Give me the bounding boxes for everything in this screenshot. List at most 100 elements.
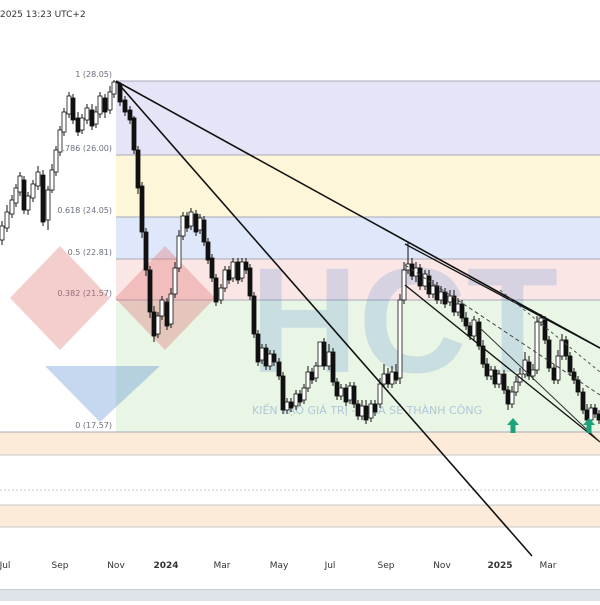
candle-body (218, 287, 224, 301)
candle-body (509, 391, 515, 405)
candle-body (139, 185, 145, 233)
candle-body (61, 111, 67, 133)
candle (575, 376, 581, 396)
candle-body (326, 351, 332, 367)
candle-body (127, 109, 133, 121)
candle (89, 104, 95, 130)
x-axis-tick-label: Mar (214, 561, 231, 571)
candle (30, 180, 36, 202)
candle-body (526, 361, 532, 377)
candle (57, 126, 63, 156)
candle (239, 258, 245, 282)
candle-body (193, 213, 199, 233)
candle (84, 104, 90, 124)
candle-body (317, 341, 323, 367)
candle (25, 192, 31, 215)
candle-body (107, 91, 113, 111)
candle (155, 312, 161, 338)
candle-body (480, 345, 486, 365)
candle (243, 258, 249, 274)
watermark-letters: HCT (250, 236, 558, 404)
candle (61, 108, 67, 136)
candle-body (438, 291, 444, 301)
candle-body (239, 261, 245, 279)
candle (463, 312, 469, 330)
candle-body (355, 403, 361, 417)
candle (93, 106, 99, 128)
candle (571, 368, 577, 384)
candle-body (135, 149, 141, 189)
candle (263, 344, 269, 370)
candle-body (309, 371, 315, 381)
buy-arrow-icon (507, 418, 519, 433)
candle-body (66, 95, 72, 115)
candle-body (184, 215, 190, 229)
candle (280, 372, 286, 414)
candle (97, 92, 103, 118)
buy-arrow-icon (583, 418, 595, 433)
candle (102, 94, 108, 118)
candle (471, 316, 477, 340)
candle-body (484, 363, 490, 377)
trendline (115, 80, 533, 557)
x-axis-tick-label: 2024 (153, 561, 178, 571)
candle-body (49, 169, 55, 191)
candle-body (79, 117, 85, 131)
candle (107, 86, 113, 114)
candle-body (201, 219, 207, 243)
candle (363, 400, 369, 424)
time-scale-bar[interactable] (0, 589, 600, 601)
candle-body (205, 241, 211, 261)
candle (159, 296, 165, 320)
candle-body (147, 269, 153, 313)
candle (53, 146, 59, 176)
candle-body (505, 389, 511, 405)
candle-body (0, 225, 5, 241)
candle (480, 340, 486, 368)
candle (222, 266, 228, 292)
candle (209, 254, 215, 282)
candle (205, 238, 211, 264)
logo-diamond (10, 246, 110, 350)
fib-level-label: 0.786 (26.00) (57, 144, 112, 153)
candle-body (255, 333, 261, 363)
candle-body (321, 341, 327, 367)
x-axis-tick-label: Nov (433, 561, 451, 571)
candle-body (471, 319, 477, 337)
channel-lower-line (404, 284, 600, 443)
candle-body (84, 107, 90, 121)
candle (111, 80, 117, 98)
candle-body (555, 355, 561, 381)
candle (75, 112, 81, 136)
candle-body (476, 321, 482, 347)
candle-body (301, 387, 307, 401)
candle (563, 336, 569, 360)
x-axis-tick-label: Jul (0, 561, 10, 571)
fib-zone (0, 505, 600, 527)
candle-body (575, 379, 581, 393)
candle (301, 384, 307, 404)
candle-body (534, 321, 540, 371)
candle-body (359, 405, 365, 417)
candle-body (343, 387, 349, 403)
candle-body (330, 351, 336, 383)
channel-line (479, 327, 600, 443)
fib-zone (116, 155, 600, 217)
candle-body (501, 373, 507, 391)
candle-body (209, 257, 215, 279)
candle-body (447, 295, 453, 303)
candle-body (172, 267, 178, 295)
candle-body (89, 109, 95, 127)
fib-zone (0, 432, 600, 455)
candle (317, 341, 323, 367)
candle-body (168, 293, 174, 325)
candle-body (338, 387, 344, 397)
candle-body (9, 199, 15, 215)
candle (143, 228, 149, 276)
candle-body (538, 317, 544, 323)
candle-body (40, 174, 46, 223)
candle-body (297, 393, 303, 403)
candlestick-series (0, 80, 600, 424)
